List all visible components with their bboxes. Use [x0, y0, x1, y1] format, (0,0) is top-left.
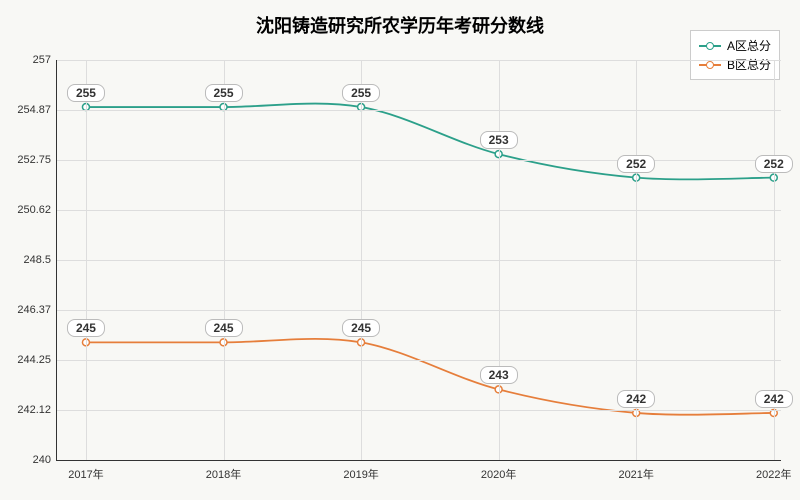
x-axis-label: 2017年 — [68, 460, 103, 482]
data-label: 245 — [205, 319, 243, 337]
y-axis-label: 246.37 — [17, 304, 57, 316]
y-axis-label: 252.75 — [17, 154, 57, 166]
data-label: 252 — [755, 155, 793, 173]
grid-line-h — [57, 260, 781, 261]
data-label: 242 — [755, 390, 793, 408]
data-label: 245 — [67, 319, 105, 337]
grid-line-h — [57, 410, 781, 411]
series-line — [86, 339, 774, 415]
grid-line-v — [361, 60, 362, 460]
grid-line-h — [57, 160, 781, 161]
legend-label-a: A区总分 — [727, 37, 771, 54]
data-label: 245 — [342, 319, 380, 337]
data-label: 253 — [480, 131, 518, 149]
data-label: 252 — [617, 155, 655, 173]
series-line — [86, 104, 774, 180]
y-axis-label: 250.62 — [17, 204, 57, 216]
data-label: 255 — [342, 84, 380, 102]
x-axis-label: 2019年 — [343, 460, 378, 482]
x-axis-label: 2021年 — [618, 460, 653, 482]
y-axis-label: 257 — [33, 54, 57, 66]
x-axis-label: 2018年 — [206, 460, 241, 482]
grid-line-h — [57, 60, 781, 61]
data-label: 243 — [480, 366, 518, 384]
chart-title: 沈阳铸造研究所农学历年考研分数线 — [0, 0, 800, 38]
grid-line-v — [86, 60, 87, 460]
y-axis-label: 240 — [33, 454, 57, 466]
y-axis-label: 244.25 — [17, 354, 57, 366]
data-label: 242 — [617, 390, 655, 408]
legend-swatch-a — [699, 45, 721, 47]
chart-container: 沈阳铸造研究所农学历年考研分数线 A区总分 B区总分 240242.12244.… — [0, 0, 800, 500]
grid-line-v — [499, 60, 500, 460]
grid-line-v — [224, 60, 225, 460]
grid-line-h — [57, 110, 781, 111]
grid-line-h — [57, 210, 781, 211]
data-label: 255 — [67, 84, 105, 102]
x-axis-label: 2020年 — [481, 460, 516, 482]
data-label: 255 — [205, 84, 243, 102]
y-axis-label: 242.12 — [17, 404, 57, 416]
legend-item-a: A区总分 — [699, 37, 771, 54]
x-axis-label: 2022年 — [756, 460, 791, 482]
y-axis-label: 248.5 — [23, 254, 57, 266]
grid-line-h — [57, 360, 781, 361]
y-axis-label: 254.87 — [17, 104, 57, 116]
plot-area: 240242.12244.25246.37248.5250.62252.7525… — [56, 60, 781, 461]
grid-line-h — [57, 310, 781, 311]
